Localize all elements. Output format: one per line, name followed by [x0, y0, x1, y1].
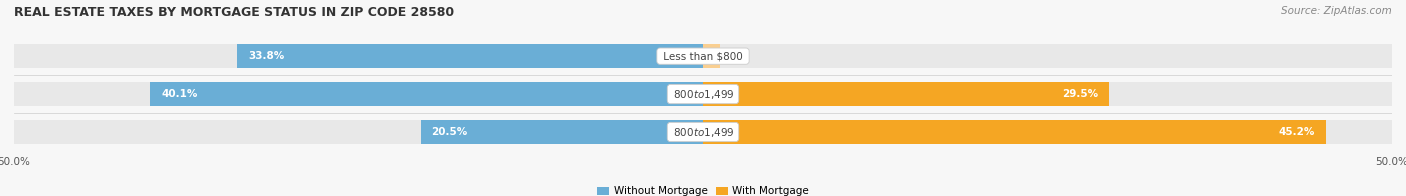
Bar	[238, 44, 703, 68]
Text: $800 to $1,499: $800 to $1,499	[671, 125, 735, 139]
Bar	[150, 82, 703, 106]
Text: 20.5%: 20.5%	[432, 127, 468, 137]
Bar	[703, 120, 1326, 144]
Bar	[703, 44, 720, 68]
Bar	[420, 120, 703, 144]
Text: Source: ZipAtlas.com: Source: ZipAtlas.com	[1281, 6, 1392, 16]
Bar	[14, 120, 1392, 144]
Text: Less than $800: Less than $800	[659, 51, 747, 61]
Text: 33.8%: 33.8%	[249, 51, 284, 61]
Text: 29.5%: 29.5%	[1063, 89, 1098, 99]
Text: $800 to $1,499: $800 to $1,499	[671, 88, 735, 101]
Text: 0.0%: 0.0%	[724, 51, 749, 61]
Bar	[14, 44, 1392, 68]
Text: 45.2%: 45.2%	[1278, 127, 1315, 137]
Text: 40.1%: 40.1%	[162, 89, 198, 99]
Bar	[14, 82, 1392, 106]
Legend: Without Mortgage, With Mortgage: Without Mortgage, With Mortgage	[593, 182, 813, 196]
Bar	[703, 82, 1109, 106]
Text: REAL ESTATE TAXES BY MORTGAGE STATUS IN ZIP CODE 28580: REAL ESTATE TAXES BY MORTGAGE STATUS IN …	[14, 6, 454, 19]
